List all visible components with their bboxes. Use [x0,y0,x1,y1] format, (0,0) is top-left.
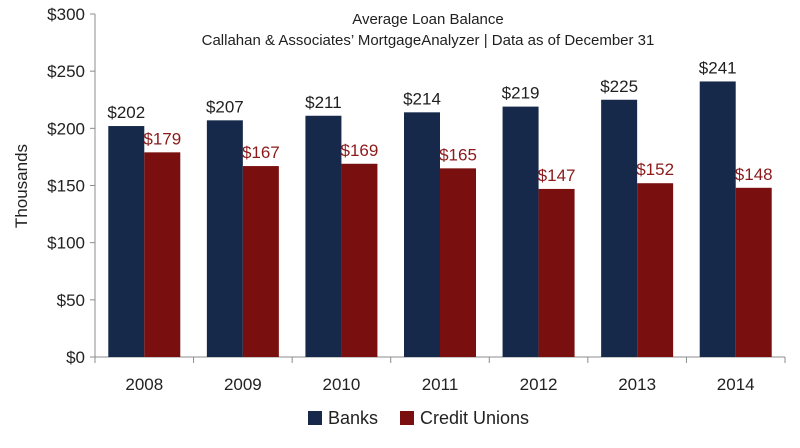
bar-banks [108,126,145,358]
y-tick-label: $200 [47,119,85,138]
y-tick-label: $50 [57,291,85,310]
bar-credit-unions [341,163,378,357]
legend: Banks Credit Unions [308,408,529,428]
data-label-banks: $202 [107,103,145,122]
bars-group [108,81,772,358]
y-axis: $0 $50 $100 $150 $200 $250 $300 [47,5,96,367]
bar-banks [206,120,243,357]
x-tick-label: 2013 [618,375,656,394]
data-label-banks: $214 [403,89,441,108]
data-label-banks: $211 [305,93,342,112]
data-label-credit-unions: $167 [242,143,280,162]
bar-banks [601,99,638,357]
chart-subtitle: Callahan & Associates’ MortgageAnalyzer … [202,32,655,49]
data-label-banks: $225 [600,77,638,96]
data-label-credit-unions: $152 [636,160,674,179]
y-tick-label: $250 [47,62,85,81]
y-tick-label: $150 [47,177,85,196]
data-labels-group: $202 $179 $207 $167 $211 $169 $214 $165 $219 $147… [107,58,772,184]
data-label-banks: $241 [699,58,737,77]
y-axis-label: Thousands [12,144,31,228]
bar-credit-unions [538,188,575,357]
x-tick-label: 2010 [323,375,361,394]
data-label-credit-unions: $169 [341,141,379,160]
bar-banks [699,81,736,357]
data-label-credit-unions: $179 [143,129,181,148]
bar-credit-unions [440,168,476,357]
y-tick-label: $100 [47,234,85,253]
bar-banks [305,115,342,357]
bar-credit-unions [735,187,772,357]
x-axis: 2008 2009 2010 2011 2012 2013 2014 [94,356,786,394]
x-tick-label: 2009 [224,375,262,394]
y-tick-label: $300 [47,5,85,24]
data-label-banks: $219 [502,84,540,103]
legend-swatch [308,411,322,425]
x-tick-label: 2014 [717,375,755,394]
x-tick-label: 2012 [520,375,558,394]
data-label-credit-unions: $148 [735,165,773,184]
bar-credit-unions [242,166,279,357]
y-tick-label: $0 [66,348,85,367]
bar-credit-unions [637,183,674,357]
x-tick-label: 2008 [125,375,163,394]
x-tick-label: 2011 [422,375,459,394]
legend-label: Credit Unions [420,408,529,428]
data-label-banks: $207 [206,97,244,116]
bar-credit-unions [144,152,181,357]
data-label-credit-unions: $147 [538,166,576,185]
data-label-credit-unions: $165 [439,145,477,164]
legend-label: Banks [328,408,378,428]
bar-banks [502,106,539,357]
chart-title: Average Loan Balance [352,11,504,28]
bar-banks [404,112,440,358]
legend-swatch [400,411,414,425]
